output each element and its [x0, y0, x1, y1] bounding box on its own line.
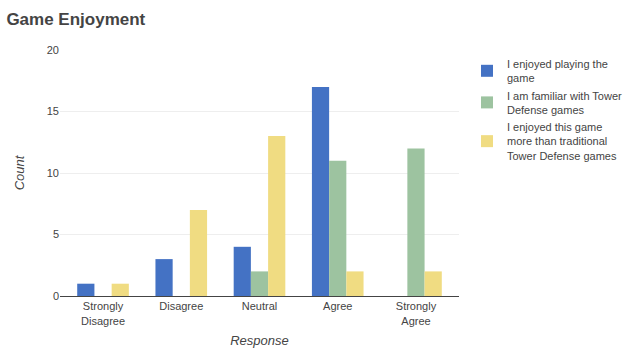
svg-text:Game Enjoyment: Game Enjoyment [6, 10, 145, 29]
svg-text:Agree: Agree [323, 300, 352, 312]
svg-text:StronglyDisagree: StronglyDisagree [81, 300, 125, 326]
svg-text:10: 10 [47, 167, 59, 179]
svg-text:0: 0 [53, 290, 59, 302]
svg-text:Neutral: Neutral [242, 300, 277, 312]
svg-text:I enjoyed this gamemore than t: I enjoyed this gamemore than traditional… [507, 121, 617, 162]
svg-text:Response: Response [230, 333, 289, 348]
svg-text:Disagree: Disagree [159, 300, 203, 312]
svg-text:I enjoyed playing thegame: I enjoyed playing thegame [507, 58, 608, 84]
svg-text:5: 5 [53, 228, 59, 240]
svg-text:20: 20 [47, 44, 59, 56]
svg-text:15: 15 [47, 105, 59, 117]
svg-text:StronglyAgree: StronglyAgree [396, 300, 437, 326]
svg-text:I am familiar with TowerDefens: I am familiar with TowerDefense games [507, 90, 622, 116]
svg-text:Count: Count [12, 154, 27, 190]
